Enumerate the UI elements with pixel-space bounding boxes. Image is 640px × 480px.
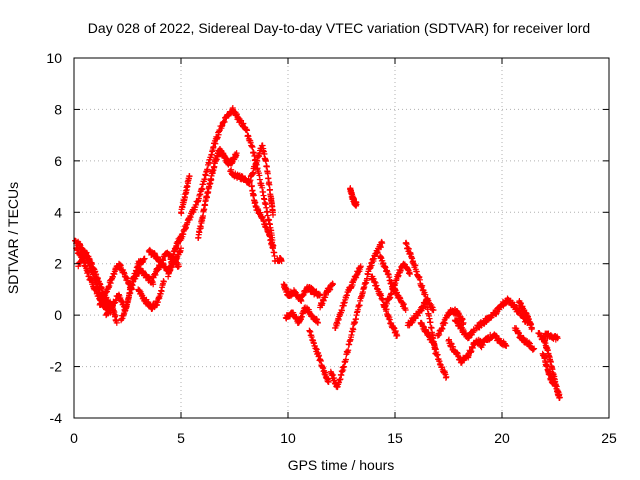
data-point — [353, 201, 360, 208]
data-point — [244, 127, 251, 134]
data-point — [113, 319, 120, 326]
data-point — [531, 345, 538, 352]
data-point — [233, 150, 240, 157]
x-tick-label: 25 — [601, 430, 617, 446]
data-point — [556, 394, 563, 401]
data-point — [503, 343, 510, 349]
data-point — [270, 245, 277, 252]
data-point — [394, 332, 401, 339]
y-tick-label: -4 — [50, 410, 63, 426]
data-point — [427, 319, 434, 326]
x-axis-label: GPS time / hours — [288, 457, 395, 473]
data-point — [528, 325, 535, 331]
data-point — [405, 245, 412, 252]
data-point — [357, 263, 364, 270]
data-point — [439, 325, 446, 332]
data-point — [160, 278, 167, 285]
data-point — [270, 211, 277, 218]
y-tick-label: 6 — [54, 153, 62, 169]
data-point — [342, 356, 349, 363]
data-point — [266, 181, 273, 188]
data-points — [72, 105, 563, 401]
data-point — [341, 363, 348, 370]
data-point — [259, 142, 266, 149]
data-point — [150, 281, 157, 288]
axis-ticks: 0 5 10 15 20 25 -4 -2 0 2 4 6 8 10 — [46, 50, 617, 446]
data-point — [552, 381, 559, 388]
data-point — [330, 371, 337, 378]
data-point — [422, 291, 429, 298]
data-point — [175, 263, 182, 270]
x-tick-label: 15 — [387, 430, 403, 446]
x-tick-label: 0 — [70, 430, 78, 446]
data-point — [443, 373, 450, 380]
data-point — [265, 175, 272, 182]
data-point — [379, 240, 386, 247]
data-point — [183, 189, 190, 196]
y-tick-label: 2 — [54, 256, 62, 272]
data-point — [430, 307, 437, 313]
y-tick-label: -2 — [50, 359, 63, 375]
data-point — [345, 347, 352, 354]
data-point — [325, 379, 332, 385]
data-point — [186, 173, 193, 180]
data-point — [248, 182, 255, 189]
y-tick-label: 4 — [54, 204, 62, 220]
data-point — [178, 245, 184, 252]
data-point — [249, 144, 256, 151]
plot-frame — [73, 57, 610, 419]
data-point — [314, 319, 321, 326]
grid — [74, 58, 609, 418]
data-point — [197, 223, 204, 230]
data-point — [262, 158, 269, 165]
y-axis-label: SDTVAR / TECUs — [5, 182, 21, 294]
x-tick-label: 20 — [494, 430, 510, 446]
data-point — [442, 320, 449, 327]
y-tick-label: 10 — [46, 50, 62, 66]
data-point — [350, 326, 357, 333]
data-point — [141, 255, 148, 262]
y-tick-label: 8 — [54, 101, 62, 117]
y-tick-label: 0 — [54, 307, 62, 323]
chart-title: Day 028 of 2022, Sidereal Day-to-day VTE… — [88, 20, 590, 36]
data-point — [554, 335, 561, 342]
data-point — [278, 258, 285, 265]
x-tick-label: 5 — [177, 430, 185, 446]
data-point — [406, 271, 413, 277]
x-tick-label: 10 — [280, 430, 296, 446]
data-point — [316, 352, 323, 359]
data-point — [402, 307, 409, 313]
data-point — [329, 281, 336, 288]
